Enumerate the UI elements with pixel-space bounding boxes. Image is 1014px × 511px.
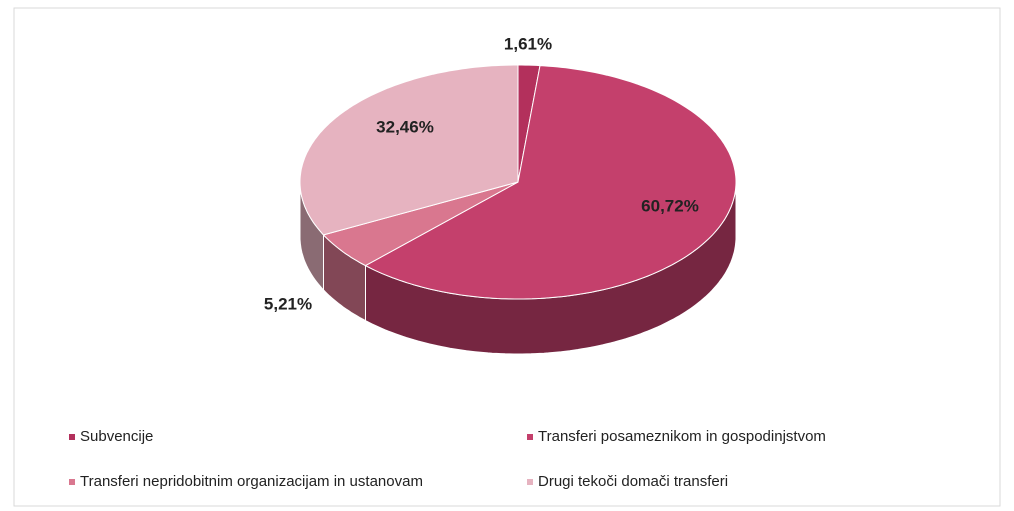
legend-label: Transferi posameznikom in gospodinjstvom — [538, 428, 826, 445]
legend-label: Transferi nepridobitnim organizacijam in… — [80, 473, 423, 490]
data-label: 60,72% — [641, 196, 699, 215]
legend-swatch — [527, 479, 533, 485]
slice — [322, 181, 519, 267]
slice — [364, 65, 737, 300]
data-label: 32,46% — [376, 117, 434, 136]
data-label: 1,61% — [504, 34, 552, 53]
data-label: 5,21% — [264, 294, 312, 313]
legend-swatch — [69, 479, 75, 485]
legend-label: Subvencije — [80, 428, 153, 445]
legend-swatch — [527, 434, 533, 440]
legend-swatch — [69, 434, 75, 440]
slice — [299, 64, 519, 236]
legend-label: Drugi tekoči domači transferi — [538, 473, 728, 490]
